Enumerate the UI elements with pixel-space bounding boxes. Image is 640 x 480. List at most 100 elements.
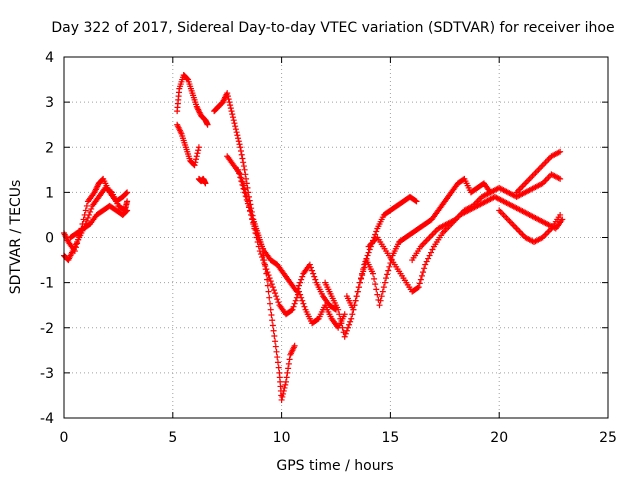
data-point: [415, 284, 422, 291]
data-point: [194, 150, 201, 157]
data-point: [265, 272, 272, 279]
data-point: [418, 272, 425, 279]
data-point: [352, 297, 359, 304]
data-point: [300, 300, 307, 307]
data-point: [298, 276, 305, 283]
data-point: [184, 75, 191, 82]
data-point: [360, 268, 367, 275]
data-point: [268, 281, 275, 288]
data-point: [557, 211, 564, 218]
data-point: [374, 291, 381, 298]
data-point: [269, 322, 276, 329]
data-point: [249, 215, 256, 222]
data-point: [267, 278, 274, 285]
data-point: [123, 190, 130, 197]
data-point: [290, 303, 297, 310]
data-point: [348, 315, 355, 322]
data-point: [428, 249, 435, 256]
data-point: [193, 156, 200, 163]
data-point: [353, 293, 360, 300]
data-point: [227, 105, 234, 112]
data-point: [381, 279, 388, 286]
data-point: [414, 284, 421, 291]
series-track-3: [67, 202, 131, 241]
data-point: [288, 307, 295, 314]
data-point: [84, 214, 91, 221]
data-point: [266, 275, 273, 282]
data-point: [236, 170, 243, 177]
data-point: [372, 281, 379, 288]
data-point: [416, 280, 423, 287]
data-point: [385, 267, 392, 274]
data-point: [124, 207, 131, 214]
data-point: [306, 261, 313, 268]
data-point: [292, 297, 299, 304]
data-point: [297, 291, 304, 298]
x-tick-label: 5: [168, 430, 177, 446]
data-point: [83, 202, 90, 209]
data-point: [291, 300, 298, 307]
data-point: [285, 365, 292, 372]
series-track-5: [174, 121, 202, 169]
data-point: [80, 216, 87, 223]
data-point: [355, 284, 362, 291]
data-point: [282, 378, 289, 385]
data-point: [373, 228, 380, 235]
data-point: [347, 318, 354, 325]
data-point: [280, 390, 287, 397]
data-point: [107, 188, 114, 195]
data-point: [240, 185, 247, 192]
data-point: [342, 330, 349, 337]
data-point: [423, 258, 430, 265]
data-point: [289, 306, 296, 313]
data-point: [204, 121, 211, 128]
data-point: [271, 333, 278, 340]
y-tick-label: -4: [40, 411, 54, 427]
series-track-2: [61, 184, 131, 264]
data-point: [269, 317, 276, 324]
data-point: [272, 290, 279, 297]
y-tick-label: 4: [45, 50, 54, 66]
data-point: [349, 311, 356, 318]
data-point: [240, 159, 247, 166]
data-point: [272, 343, 279, 350]
data-point: [243, 180, 250, 187]
data-point: [262, 263, 269, 270]
data-point: [225, 96, 232, 103]
data-point: [233, 129, 240, 136]
data-point: [278, 396, 285, 403]
data-point: [341, 333, 348, 340]
data-point: [425, 255, 432, 262]
data-point: [253, 230, 260, 237]
data-point: [251, 223, 258, 230]
data-point: [350, 306, 357, 313]
data-point: [88, 205, 95, 212]
data-point: [226, 99, 233, 106]
data-point: [422, 261, 429, 268]
data-point: [365, 249, 372, 256]
data-point: [260, 257, 267, 264]
data-point: [371, 275, 378, 282]
y-axis-label: SDTVAR / TECUs: [8, 180, 24, 295]
data-point: [354, 288, 361, 295]
data-point: [412, 197, 419, 204]
data-point: [227, 102, 234, 109]
data-point: [237, 144, 244, 151]
series-track-15: [513, 148, 564, 196]
data-point: [244, 200, 251, 207]
data-point: [248, 211, 255, 218]
data-point: [87, 208, 94, 215]
data-point: [191, 162, 198, 169]
data-point: [299, 297, 306, 304]
data-point: [224, 90, 231, 97]
data-point: [358, 275, 365, 282]
data-point: [284, 369, 291, 376]
data-point: [243, 175, 250, 182]
data-point: [344, 324, 351, 331]
data-point: [364, 252, 371, 259]
data-point: [234, 132, 241, 139]
data-point: [228, 108, 235, 115]
tick-labels: 0 5 10 15 20 25 -4 -3 -2 -1 0 1 2 3 4: [40, 50, 617, 446]
data-point: [420, 269, 427, 276]
